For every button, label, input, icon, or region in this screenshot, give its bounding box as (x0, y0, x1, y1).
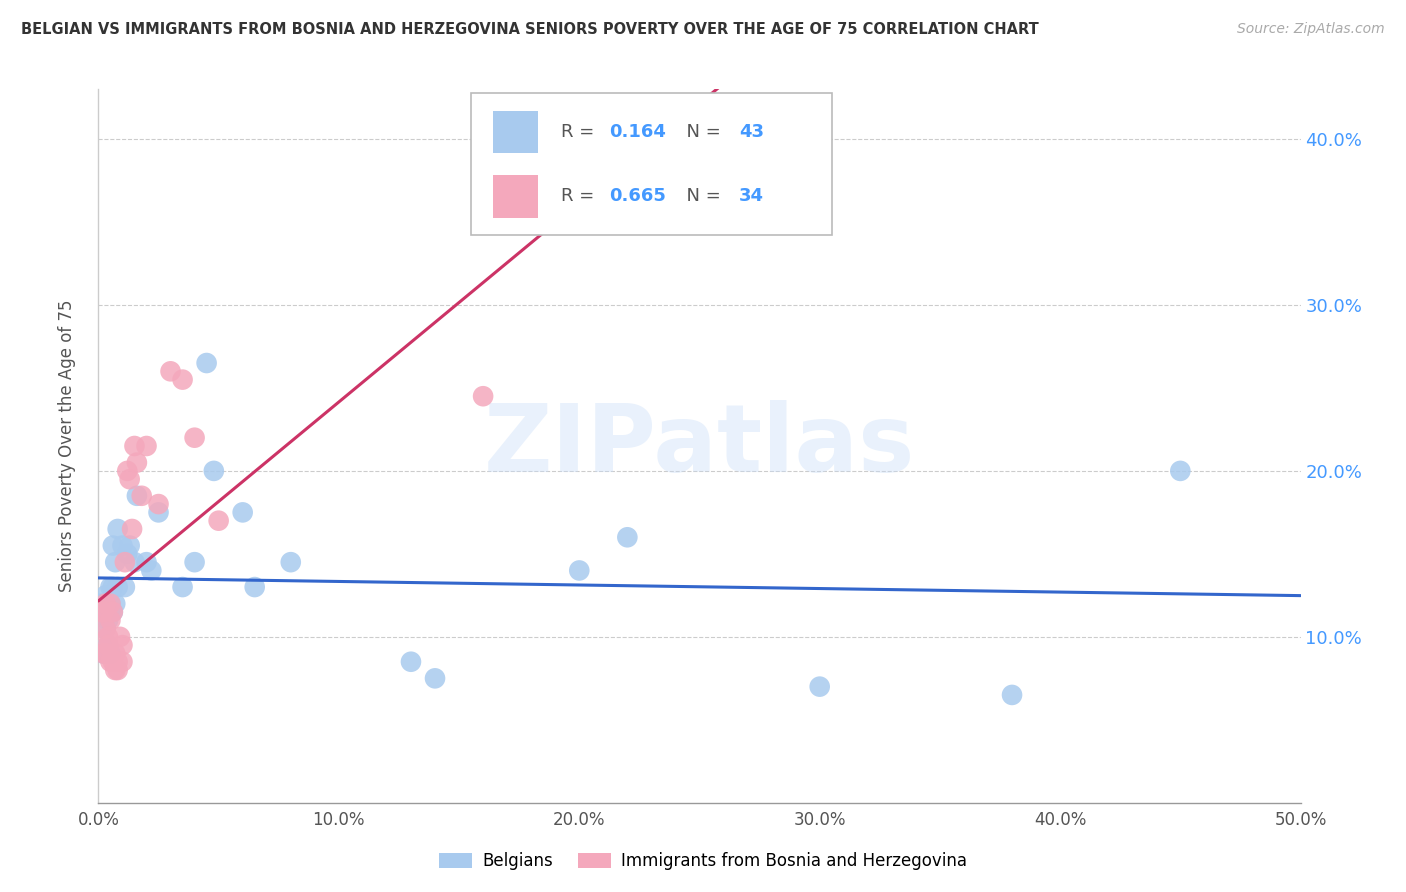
Point (100, 647, 122, 661)
Point (183, 555, 205, 569)
Text: Source: ZipAtlas.com: Source: ZipAtlas.com (1237, 22, 1385, 37)
Point (148, 505, 170, 519)
Point (118, 472, 141, 486)
Point (1170, 464, 1192, 478)
Point (94, 622, 117, 636)
Text: 0.164: 0.164 (609, 123, 666, 141)
Point (104, 647, 127, 661)
Point (118, 539, 141, 553)
Bar (492, 111, 538, 153)
Point (135, 439, 157, 453)
Point (172, 373, 194, 387)
Point (97, 630, 120, 644)
Point (148, 497, 170, 511)
Point (97, 638, 120, 652)
Point (195, 356, 218, 370)
Point (94, 588, 117, 602)
Point (90, 605, 112, 619)
Point (243, 580, 266, 594)
Point (100, 613, 122, 627)
Text: 43: 43 (740, 123, 763, 141)
Point (1001, 688, 1024, 702)
Point (125, 489, 148, 503)
Point (616, 530, 638, 544)
Point (104, 555, 127, 569)
Legend: Belgians, Immigrants from Bosnia and Herzegovina: Belgians, Immigrants from Bosnia and Her… (432, 846, 974, 877)
Point (107, 655, 129, 669)
Point (135, 555, 157, 569)
Point (111, 539, 134, 553)
Text: R =: R = (561, 123, 600, 141)
Point (101, 605, 124, 619)
Point (202, 464, 225, 478)
Point (141, 564, 163, 578)
Point (90, 597, 112, 611)
Point (108, 630, 131, 644)
Point (107, 522, 129, 536)
Text: 34: 34 (740, 187, 763, 205)
Point (94, 647, 117, 661)
Y-axis label: Seniors Poverty Over the Age of 75: Seniors Poverty Over the Age of 75 (58, 300, 76, 592)
FancyBboxPatch shape (471, 93, 832, 235)
Point (97, 597, 120, 611)
Point (472, 389, 495, 403)
Bar (492, 175, 538, 218)
Point (399, 655, 422, 669)
Point (808, 680, 831, 694)
Point (111, 655, 134, 669)
Point (159, 364, 181, 378)
Point (94, 597, 117, 611)
Point (101, 580, 124, 594)
Point (91, 605, 114, 619)
Point (124, 439, 146, 453)
Text: ZIPatlas: ZIPatlas (484, 400, 915, 492)
Point (100, 597, 122, 611)
Point (100, 580, 122, 594)
Point (104, 663, 127, 677)
Point (101, 605, 124, 619)
Point (94, 622, 117, 636)
Point (114, 555, 136, 569)
Point (114, 580, 136, 594)
Point (107, 663, 129, 677)
Point (100, 655, 122, 669)
Point (183, 431, 205, 445)
Point (91, 647, 114, 661)
Point (232, 505, 254, 519)
Point (94, 605, 117, 619)
Text: N =: N = (675, 123, 727, 141)
Point (117, 547, 139, 561)
Point (124, 555, 146, 569)
Point (111, 638, 134, 652)
Point (117, 464, 139, 478)
Point (107, 580, 129, 594)
Point (280, 555, 302, 569)
Point (91, 605, 114, 619)
Point (125, 456, 148, 470)
Point (131, 489, 153, 503)
Text: R =: R = (561, 187, 600, 205)
Point (100, 605, 122, 619)
Text: N =: N = (675, 187, 727, 205)
Point (101, 655, 124, 669)
Point (208, 514, 231, 528)
Point (104, 597, 127, 611)
Text: BELGIAN VS IMMIGRANTS FROM BOSNIA AND HERZEGOVINA SENIORS POVERTY OVER THE AGE O: BELGIAN VS IMMIGRANTS FROM BOSNIA AND HE… (21, 22, 1039, 37)
Point (568, 564, 591, 578)
Point (121, 522, 143, 536)
Point (423, 671, 446, 685)
Point (97, 638, 120, 652)
Point (101, 539, 124, 553)
Point (100, 597, 122, 611)
Point (97, 613, 120, 627)
Point (172, 580, 194, 594)
Point (91, 647, 114, 661)
Text: 0.665: 0.665 (609, 187, 666, 205)
